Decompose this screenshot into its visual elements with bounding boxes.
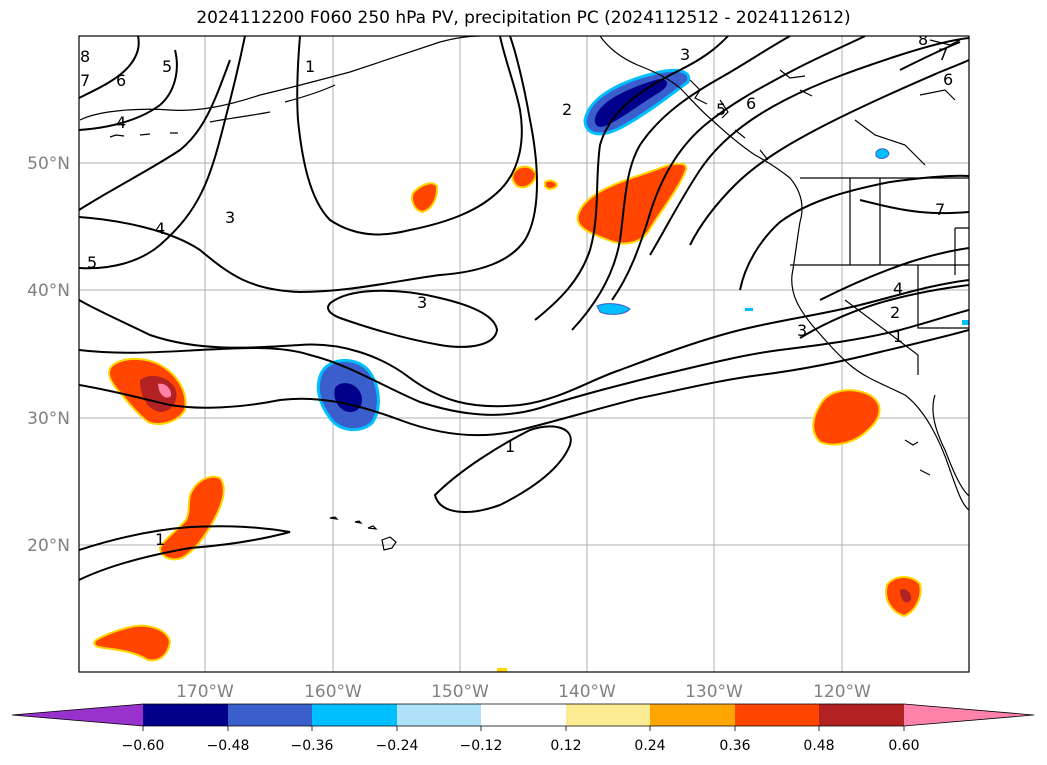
- precip-negative-core: [594, 79, 668, 127]
- contour-labels: 1 1 1 1 2 2 3 3 3 3 4 4 4 5 5 5 6 6 6 7 …: [80, 30, 953, 549]
- contour-label: 4: [155, 219, 165, 238]
- contour-label: 2: [562, 100, 572, 119]
- lon-tick-label: 130°W: [685, 682, 743, 702]
- contour-label: 3: [680, 45, 690, 64]
- colorbar-segment: [650, 704, 735, 726]
- contour-label: 2: [890, 303, 900, 322]
- precip-positive-area: [511, 165, 538, 189]
- contour-label: 1: [155, 530, 165, 549]
- colorbar-tick-label: 0.36: [719, 738, 750, 754]
- colorbar-extend-max: [904, 704, 1034, 726]
- lon-tick-label: 160°W: [304, 682, 362, 702]
- contour-label: 5: [87, 253, 97, 272]
- colorbar-tick-label: −0.60: [122, 738, 165, 754]
- lon-tick-label: 170°W: [176, 682, 234, 702]
- precip-negative-area: [745, 308, 753, 311]
- precip-positive-area: [158, 475, 225, 561]
- map-frame: [78, 35, 970, 673]
- colorbar-tick-label: 0.24: [634, 738, 665, 754]
- colorbar-tick-label: 0.12: [550, 738, 581, 754]
- lon-tick-label: 150°W: [431, 682, 489, 702]
- precip-positive-area: [576, 162, 688, 245]
- contour-label: 1: [505, 437, 515, 456]
- colorbar-tick-label: −0.24: [376, 738, 419, 754]
- contour-label: 8: [80, 47, 90, 66]
- precip-positive-area: [411, 182, 439, 214]
- precip-positive-area: [812, 389, 881, 446]
- colorbar-tick-label: 0.48: [803, 738, 834, 754]
- precip-positive-area: [93, 624, 172, 662]
- contour-label: 3: [225, 208, 235, 227]
- lon-tick-label: 140°W: [558, 682, 616, 702]
- contour-label: 5: [716, 100, 726, 119]
- precip-negative-area: [596, 303, 631, 315]
- lat-tick-label: 50°N: [27, 154, 70, 174]
- lat-tick-label: 40°N: [27, 281, 70, 301]
- lat-tick-label: 30°N: [27, 409, 70, 429]
- contour-label: 7: [80, 71, 90, 90]
- contour-label: 4: [116, 113, 126, 132]
- contour-label: 5: [162, 57, 172, 76]
- colorbar-tick-label: 0.60: [888, 738, 919, 754]
- precip-positive-dark: [140, 375, 177, 412]
- precip-negative-area: [962, 320, 969, 325]
- contour-label: 3: [417, 293, 427, 312]
- colorbar: −0.60 −0.48 −0.36 −0.24 −0.12 0.12 0.24 …: [11, 703, 1035, 754]
- precip-positive-area: [497, 668, 507, 672]
- contour-label: 6: [116, 71, 126, 90]
- precip-positive-area: [544, 179, 559, 190]
- colorbar-segment: [312, 704, 397, 726]
- colorbar-tick-label: −0.48: [207, 738, 250, 754]
- contour-label: 6: [943, 70, 953, 89]
- colorbar-extend-min: [12, 704, 143, 726]
- colorbar-segment: [143, 704, 228, 726]
- colorbar-segment: [566, 704, 650, 726]
- colorbar-segment: [397, 704, 481, 726]
- contour-label: 4: [893, 279, 903, 298]
- lat-tick-label: 20°N: [27, 536, 70, 556]
- contour-label: 7: [935, 200, 945, 219]
- precip-positive-dark: [900, 589, 912, 603]
- colorbar-tick-label: −0.36: [291, 738, 334, 754]
- precip-positive-peak: [158, 383, 172, 398]
- contour-label: 3: [797, 321, 807, 340]
- precip-shading: [93, 68, 969, 672]
- colorbar-tick-label: −0.12: [460, 738, 503, 754]
- axis-labels: 50°N 40°N 30°N 20°N 170°W 160°W 150°W 14…: [27, 154, 871, 702]
- lon-tick-label: 120°W: [813, 682, 871, 702]
- contour-label: 1: [305, 57, 315, 76]
- precip-negative-area: [875, 148, 890, 159]
- colorbar-segment: [735, 704, 819, 726]
- map-title: 2024112200 F060 250 hPa PV, precipitatio…: [196, 8, 851, 28]
- contour-label: 7: [938, 45, 948, 64]
- contour-label: 6: [746, 94, 756, 113]
- contour-label: 1: [893, 327, 903, 346]
- pv-contours: [79, 36, 969, 581]
- colorbar-segment: [819, 704, 904, 726]
- colorbar-segment: [228, 704, 312, 726]
- colorbar-segment: [481, 704, 566, 726]
- contour-label: 8: [918, 30, 928, 49]
- map-background: [79, 36, 969, 672]
